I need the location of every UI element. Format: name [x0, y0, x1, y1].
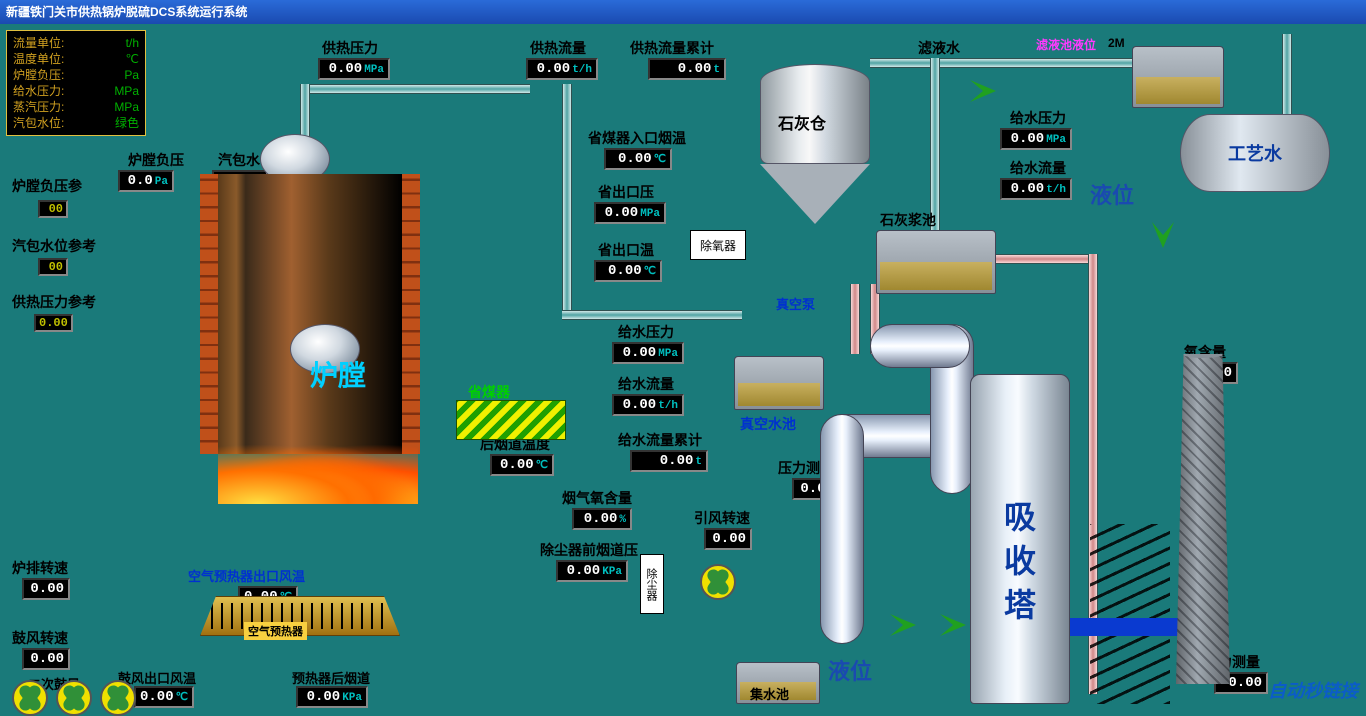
pipe-icon	[870, 58, 1150, 68]
induced-fan-speed-display: 0.00	[704, 528, 752, 550]
dust-front-press-display: 0.00KPa	[556, 560, 628, 582]
watermark: 自动秒链接	[1268, 677, 1358, 703]
vacuum-pool-icon	[734, 356, 824, 410]
dust-collector-icon: 除尘器	[640, 554, 664, 614]
eco-out-temp-display: 0.00℃	[594, 260, 662, 282]
two-m-label: 2M	[1108, 36, 1125, 50]
eco-out-temp-label: 省出口温	[598, 240, 654, 260]
blower-speed-display: 0.00	[22, 648, 70, 670]
heat-flow-label: 供热流量	[530, 38, 586, 58]
furnace-label: 炉膛	[310, 354, 366, 394]
furnace-icon: 440 220 炉膛	[170, 154, 450, 574]
drum-level-ref-label: 汽包水位参考	[12, 236, 96, 256]
dust-front-press-label: 除尘器前烟道压	[540, 540, 638, 560]
blue-duct-icon	[1070, 618, 1178, 636]
eco-out-press-label: 省出口压	[598, 182, 654, 202]
back-flue-temp-display: 0.00℃	[490, 454, 554, 476]
grate-speed-display: 0.00	[22, 578, 70, 600]
induced-fan-icon[interactable]	[700, 564, 736, 600]
furnace-neg-display: 0.0Pa	[118, 170, 174, 192]
level-label-2: 液位	[828, 654, 872, 686]
filter-water-label: 滤液水	[918, 38, 960, 58]
feed-press-1-display: 0.00MPa	[612, 342, 684, 364]
tower-label: 吸收塔	[1004, 495, 1036, 627]
drum-level-ref-display: 00	[38, 258, 68, 276]
big-pipe-icon	[870, 324, 970, 368]
valve-icon[interactable]	[970, 80, 996, 102]
blower-out-temp-display: 0.00℃	[134, 686, 194, 708]
induced-fan-speed-label: 引风转速	[694, 508, 750, 528]
blower-fan-1-icon[interactable]	[12, 680, 48, 716]
preheat-back-flue-display: 0.00KPa	[296, 686, 368, 708]
blower-fan-2-icon[interactable]	[56, 680, 92, 716]
vacuum-pump-label: 真空泵	[776, 294, 815, 313]
heat-pressure-display: 0.00MPa	[318, 58, 390, 80]
economizer-coil-icon	[456, 400, 566, 440]
feed-flow-1-display: 0.00t/h	[612, 394, 684, 416]
feed-press-2-label: 给水压力	[1010, 108, 1066, 128]
feed-press-1-label: 给水压力	[618, 322, 674, 342]
valve-icon[interactable]	[1152, 222, 1174, 248]
absorption-tower-icon: 吸收塔	[970, 374, 1070, 704]
feed-flow-2-display: 0.00t/h	[1000, 178, 1072, 200]
chimney-icon	[1176, 354, 1230, 684]
big-pipe-icon	[820, 414, 864, 644]
furnace-neg-ref-label: 炉膛负压参	[12, 176, 82, 196]
eco-out-press-display: 0.00MPa	[594, 202, 666, 224]
furnace-neg-ref-display: 00	[38, 200, 68, 218]
eco-in-temp-display: 0.00℃	[604, 148, 672, 170]
feed-flow-1-label: 给水流量	[618, 374, 674, 394]
feed-flow-2-label: 给水流量	[1010, 158, 1066, 178]
silo-label: 石灰仓	[778, 110, 826, 134]
grate-speed-label: 炉排转速	[12, 558, 68, 578]
blower-speed-label: 鼓风转速	[12, 628, 68, 648]
level-label-1: 液位	[1090, 178, 1134, 210]
pipe-icon	[850, 284, 860, 354]
eco-in-temp-label: 省煤器入口烟温	[588, 128, 686, 148]
heat-flow-display: 0.00t/h	[526, 58, 598, 80]
flue-o2-display: 0.00%	[572, 508, 632, 530]
pipe-icon	[300, 84, 530, 94]
feed-press-2-display: 0.00MPa	[1000, 128, 1072, 150]
process-water-label: 工艺水	[1228, 140, 1282, 166]
valve-icon[interactable]	[940, 614, 966, 636]
preheater-box-label: 空气预热器	[244, 622, 307, 640]
valve-icon[interactable]	[890, 614, 916, 636]
economizer-label: 省煤器	[468, 382, 510, 402]
sump-label: 集水池	[750, 684, 789, 703]
deaerator-icon: 除氧器	[690, 230, 746, 260]
feed-flow-total-display: 0.00t	[630, 450, 708, 472]
filter-pool-icon	[1132, 46, 1224, 108]
preheat-back-flue-label: 预热器后烟道	[292, 668, 370, 687]
units-legend: 流量单位:t/h 温度单位:℃ 炉膛负压:Pa 给水压力:MPa 蒸汽压力:MP…	[6, 30, 146, 136]
slurry-pool-icon	[876, 230, 996, 294]
lime-silo-icon	[760, 64, 870, 244]
flue-o2-label: 烟气氧含量	[562, 488, 632, 508]
pipe-icon	[562, 310, 742, 320]
pipe-icon	[562, 84, 572, 314]
heat-pressure-label: 供热压力	[322, 38, 378, 58]
heat-press-ref-label: 供热压力参考	[12, 292, 96, 312]
vacuum-pool-label: 真空水池	[740, 414, 796, 434]
heat-press-ref-display: 0.00	[34, 314, 73, 332]
spiral-stairs-icon	[1090, 524, 1170, 704]
slurry-pool-label: 石灰浆池	[880, 210, 936, 230]
filter-level-label: 滤液池液位	[1036, 36, 1096, 53]
feed-flow-total-label: 给水流量累计	[618, 430, 702, 450]
blower-fan-3-icon[interactable]	[100, 680, 136, 716]
heat-flow-total-label: 供热流量累计	[630, 38, 714, 58]
heat-flow-total-display: 0.00t	[648, 58, 726, 80]
scada-canvas: 流量单位:t/h 温度单位:℃ 炉膛负压:Pa 给水压力:MPa 蒸汽压力:MP…	[0, 24, 1366, 707]
window-titlebar: 新疆铁门关市供热锅炉脱硫DCS系统运行系统	[0, 0, 1366, 24]
